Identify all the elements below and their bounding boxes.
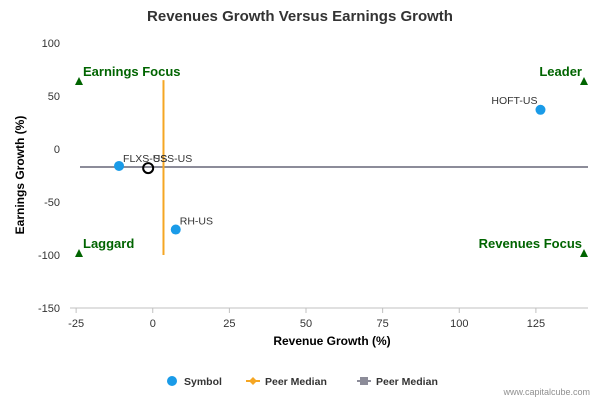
triangle-marker-icon (580, 77, 588, 85)
quadrant-label: Leader (539, 64, 582, 79)
legend-symbol-icon (167, 376, 177, 386)
data-point-label: FLXS-US (123, 153, 167, 165)
y-axis-title: Earnings Growth (%) (13, 116, 27, 235)
quadrant-labels: Earnings Focus Leader Laggard Revenues Focu… (75, 64, 588, 257)
x-axis-ticks: -25 0 25 50 75 100 125 (68, 308, 545, 330)
legend-label: Peer Median (265, 376, 327, 388)
y-tick-label: -50 (44, 197, 60, 209)
x-tick-label: 0 (150, 318, 156, 330)
credit-text: www.capitalcube.com (502, 387, 590, 397)
x-axis-title: Revenue Growth (%) (273, 334, 390, 348)
legend-label: Peer Median (376, 376, 438, 388)
data-point (114, 160, 125, 171)
subject-point (142, 162, 155, 175)
x-tick-label: -25 (68, 318, 84, 330)
x-tick-label: 75 (377, 318, 389, 330)
y-tick-label: -150 (38, 303, 60, 315)
y-tick-label: 0 (54, 144, 60, 156)
chart-title: Revenues Growth Versus Earnings Growth (147, 8, 453, 25)
legend: Symbol Peer Median Peer Median (167, 376, 438, 388)
x-tick-label: 125 (527, 318, 545, 330)
y-tick-label: -100 (38, 250, 60, 262)
subject-point-label: SSS-US (153, 153, 192, 165)
data-point (535, 104, 546, 115)
quadrant-label: Laggard (83, 236, 134, 251)
quadrant-label: Earnings Focus (83, 64, 181, 79)
legend-square-icon (360, 377, 368, 385)
legend-diamond-icon (249, 377, 257, 385)
data-point (170, 224, 181, 235)
y-tick-label: 50 (48, 91, 60, 103)
y-tick-label: 100 (42, 38, 60, 50)
x-tick-label: 25 (223, 318, 235, 330)
triangle-marker-icon (75, 77, 83, 85)
data-point-label: RH-US (180, 216, 213, 228)
legend-label: Symbol (184, 376, 222, 388)
x-tick-label: 50 (300, 318, 312, 330)
y-axis-ticks: 100 50 0 -50 -100 -150 (38, 38, 60, 315)
triangle-marker-icon (75, 249, 83, 257)
quadrant-label: Revenues Focus (479, 236, 582, 251)
data-points: HOFT-US FLXS-US RH-US SSS-US (114, 95, 546, 235)
peer-median-lines (80, 80, 588, 255)
x-tick-label: 100 (450, 318, 468, 330)
data-point-label: HOFT-US (491, 95, 537, 107)
triangle-marker-icon (580, 249, 588, 257)
